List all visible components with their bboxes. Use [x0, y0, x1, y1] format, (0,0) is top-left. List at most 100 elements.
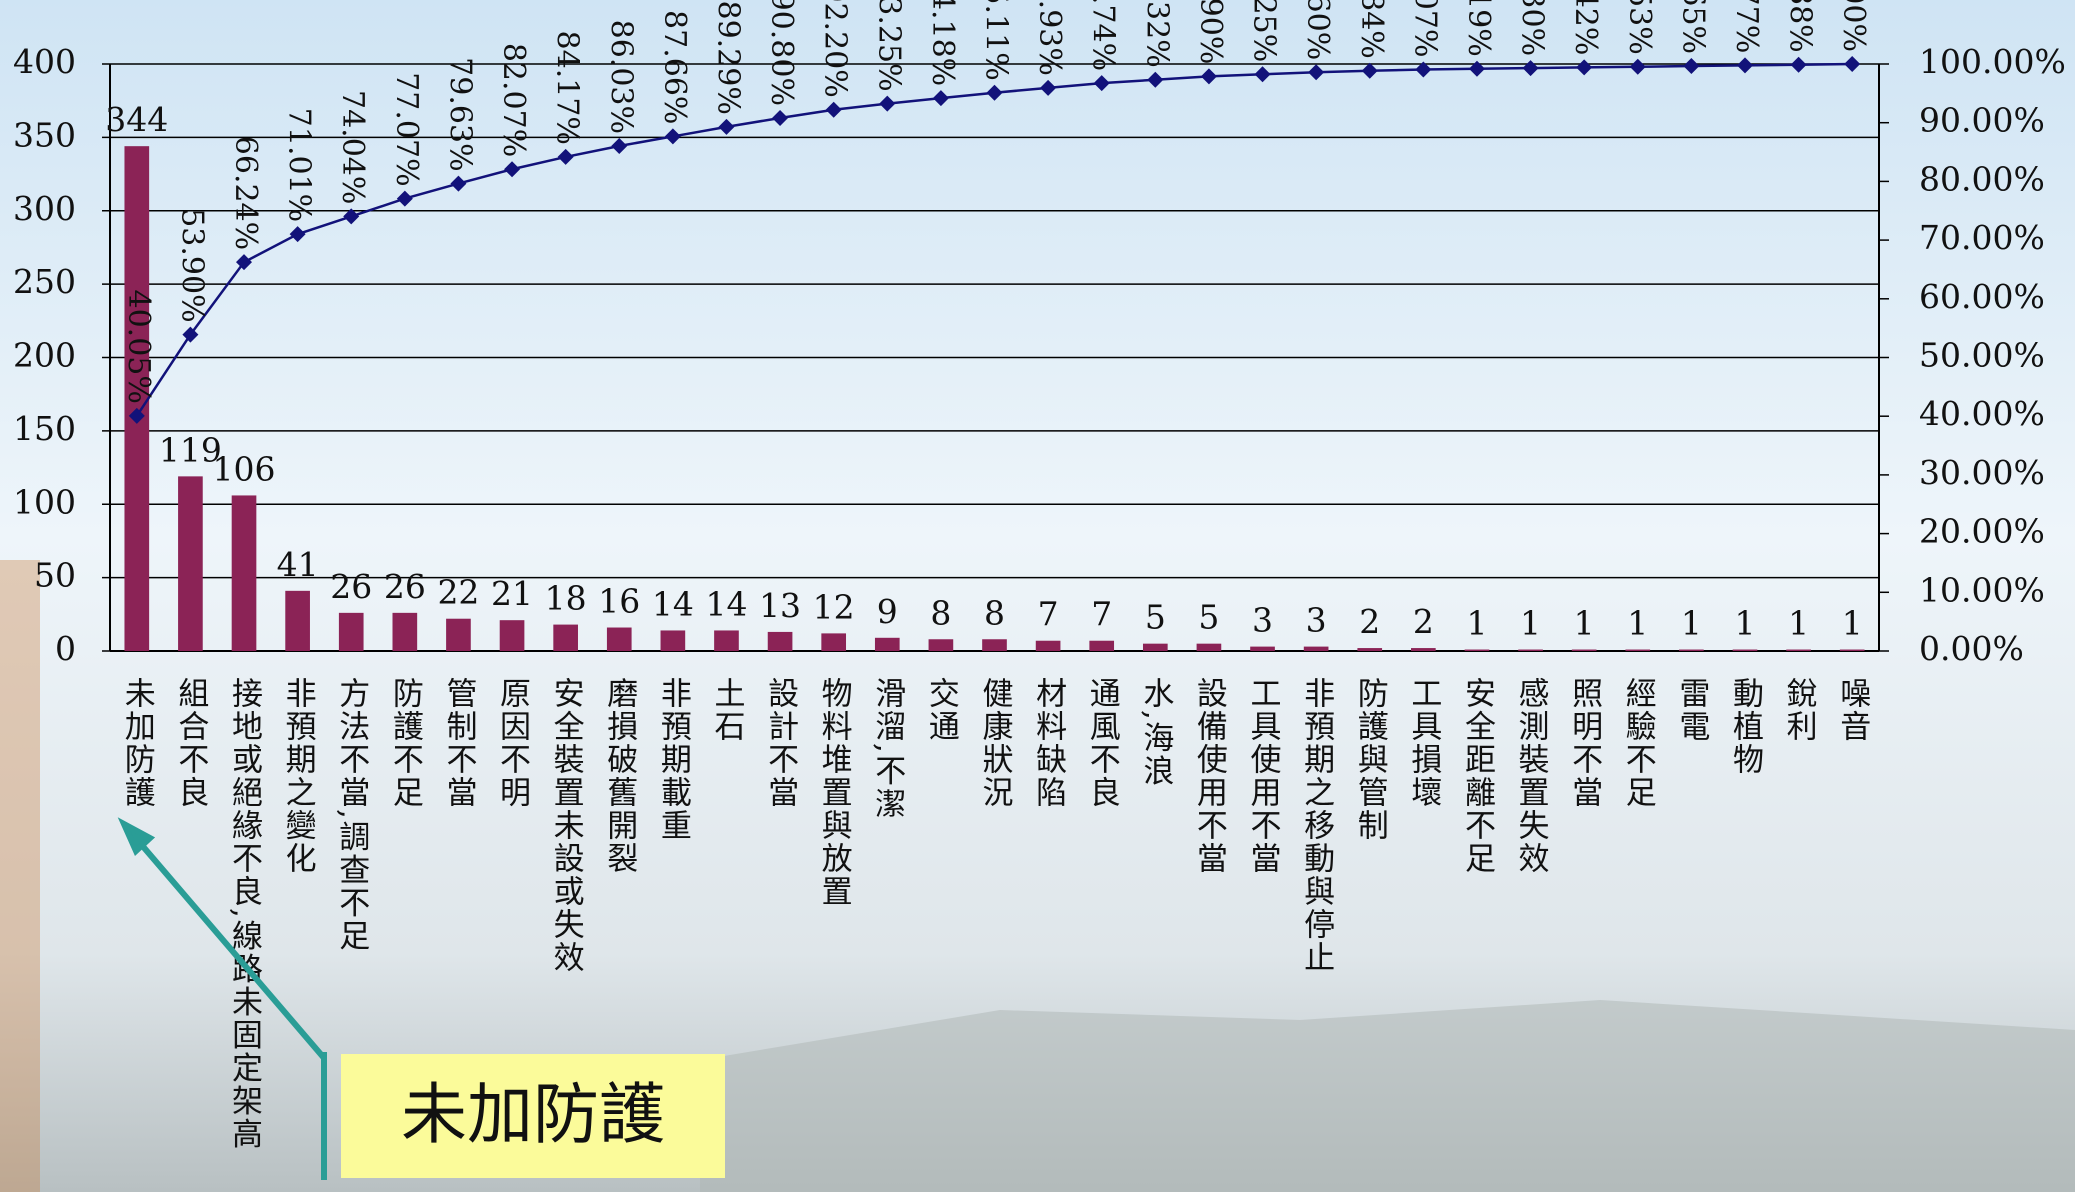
point-marker [1200, 68, 1217, 85]
point-value-label: 71.01% [282, 108, 317, 222]
point-value-label: 79.63% [442, 57, 477, 171]
bar-value-label: 16 [598, 582, 640, 621]
bar-value-label: 41 [277, 545, 319, 584]
x-tick-label: 防護不足 [387, 677, 423, 809]
y-tick-label: 350 [13, 115, 76, 154]
point-value-label: 99.30% [1515, 0, 1550, 56]
bar-value-label: 8 [984, 593, 1005, 632]
y2-tick-label: 20.00% [1919, 512, 2045, 551]
y2-tick-label: 80.00% [1919, 159, 2045, 198]
y2-tick-label: 30.00% [1919, 453, 2045, 492]
x-tick-label: 動植物 [1727, 677, 1764, 776]
bar-value-label: 3 [1306, 601, 1327, 640]
point-value-label: 87.66% [657, 10, 692, 124]
bar-value-label: 1 [1734, 604, 1755, 643]
bar [1142, 643, 1168, 651]
y-tick-label: 0 [55, 629, 76, 668]
bar-value-label: 1 [1574, 604, 1595, 643]
y2-tick-label: 100.00% [1919, 42, 2066, 81]
x-tick-label: 管制不當 [440, 677, 476, 809]
x-tick-label: 安全距離不足 [1459, 677, 1496, 875]
bar-value-label: 1 [1681, 604, 1702, 643]
point-marker [1522, 60, 1539, 77]
point-value-label: 86.03% [603, 20, 638, 134]
bar-value-label: 26 [384, 567, 426, 606]
point-marker [1629, 58, 1646, 75]
bar-value-label: 1 [1466, 604, 1487, 643]
point-marker [772, 110, 789, 127]
x-tick-label: 未加防護 [119, 677, 156, 809]
x-tick-label: 經驗不足 [1620, 677, 1657, 809]
point-marker [879, 95, 896, 112]
y2-tick-label: 90.00% [1919, 101, 2045, 140]
y-tick-label: 400 [13, 42, 76, 81]
point-value-label: 40.05% [121, 290, 156, 404]
x-tick-label: 滑溜,不潔 [869, 677, 905, 821]
bar [1035, 640, 1061, 651]
point-value-label: 99.88% [1783, 0, 1818, 53]
point-value-label: 98.25% [1247, 0, 1282, 62]
point-marker [450, 175, 467, 192]
bar [338, 612, 364, 651]
y-tick-label: 250 [13, 262, 76, 301]
x-tick-label: 防護與管制 [1352, 677, 1388, 842]
background-hills [700, 1000, 2075, 1192]
y2-tick-label: 10.00% [1919, 570, 2045, 609]
point-value-label: 89.29% [710, 0, 745, 114]
bar [124, 146, 150, 651]
bar-value-label: 2 [1359, 602, 1380, 641]
point-marker [343, 208, 360, 225]
point-value-label: 98.60% [1300, 0, 1335, 60]
point-marker [236, 254, 253, 271]
annotation-text: 未加防護 [401, 1076, 665, 1153]
bar-value-label: 13 [759, 586, 801, 625]
x-tick-label: 通風不良 [1084, 677, 1120, 809]
background-crane [0, 560, 40, 1192]
point-value-label: 99.65% [1675, 0, 1710, 54]
x-tick-label: 水,海浪 [1137, 677, 1173, 788]
bar [1625, 649, 1651, 651]
point-value-label: 90.80% [764, 0, 799, 106]
bar [1839, 649, 1865, 651]
bar [392, 612, 418, 651]
bar [499, 620, 525, 651]
point-marker [289, 226, 306, 243]
bar [1089, 640, 1115, 651]
x-tick-label: 雷電 [1673, 677, 1709, 743]
bar [660, 630, 686, 651]
bar-value-label: 1 [1788, 604, 1809, 643]
point-value-label: 99.07% [1407, 0, 1442, 57]
bar-value-label: 14 [705, 584, 747, 623]
point-marker [1361, 62, 1378, 79]
point-value-label: 92.20% [818, 0, 853, 98]
x-tick-label: 材料缺陷 [1030, 677, 1067, 809]
point-marker [1415, 61, 1432, 78]
point-marker [1790, 56, 1807, 73]
point-marker [718, 118, 735, 135]
bar-value-label: 1 [1842, 604, 1863, 643]
point-marker [1093, 75, 1110, 92]
x-tick-label: 非預期之移動與停止 [1298, 677, 1335, 974]
point-value-label: 99.53% [1622, 0, 1657, 55]
x-tick-label: 原因不明 [494, 677, 530, 809]
bar-value-label: 8 [930, 593, 951, 632]
x-tick-label: 交通 [923, 677, 959, 743]
bar-value-label: 7 [1091, 595, 1112, 634]
y2-tick-label: 40.00% [1919, 394, 2045, 433]
point-value-label: 53.90% [174, 208, 209, 322]
bar-value-label: 9 [877, 592, 898, 631]
bar-value-label: 12 [813, 587, 855, 626]
x-tick-label: 工具損壞 [1405, 677, 1442, 809]
y-tick-label: 200 [13, 336, 76, 375]
bar [446, 618, 471, 651]
point-marker [1683, 58, 1700, 75]
x-tick-label: 設計不當 [762, 677, 798, 809]
bar-value-label: 106 [213, 449, 276, 488]
y-tick-label: 100 [13, 482, 76, 521]
bar [767, 631, 793, 651]
bar [606, 627, 632, 651]
bar [1196, 643, 1222, 651]
